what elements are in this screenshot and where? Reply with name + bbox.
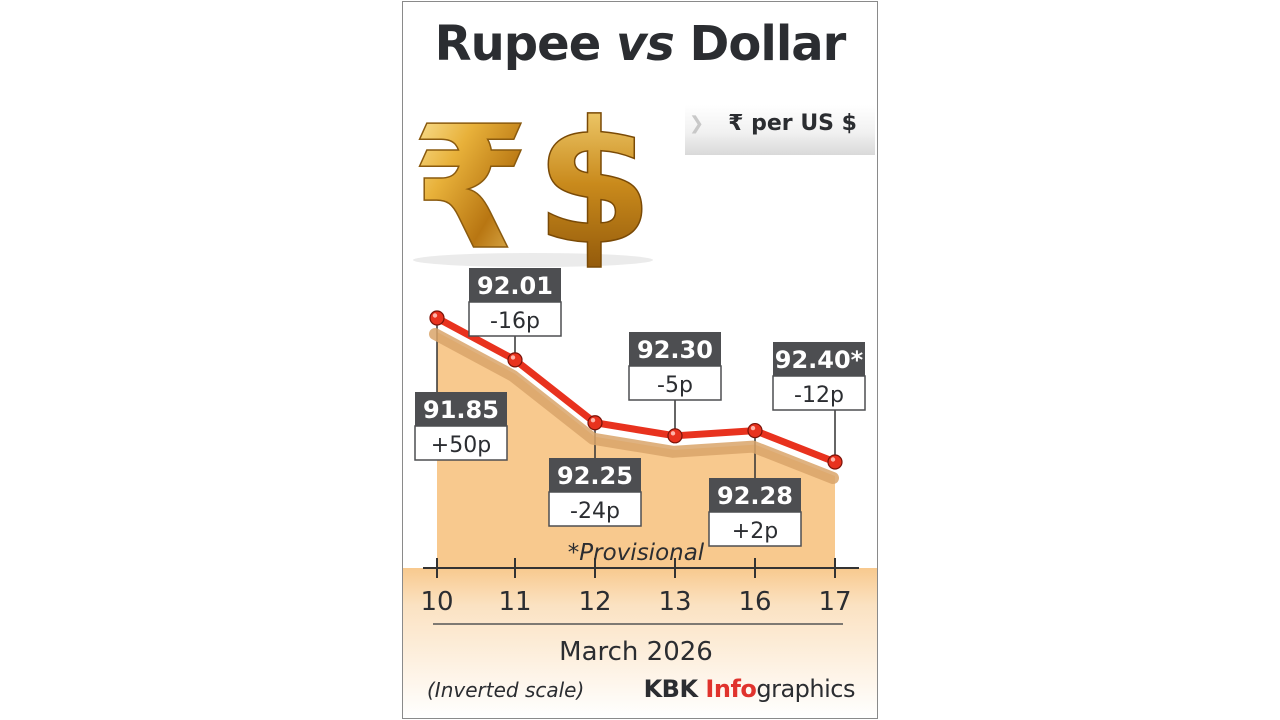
value-label: 92.28: [717, 482, 793, 510]
change-label: +2p: [732, 519, 778, 544]
value-label: 92.01: [477, 272, 553, 300]
change-label: -12p: [794, 383, 844, 408]
x-tick-label: 11: [498, 587, 531, 617]
provisional-note: *Provisional: [568, 540, 705, 566]
data-point-highlight: [830, 457, 836, 462]
svg-text:₹: ₹: [411, 90, 529, 272]
data-point-highlight: [670, 431, 676, 436]
data-point: [429, 310, 445, 326]
value-label: 92.30: [637, 336, 713, 364]
x-tick-label: 10: [420, 587, 453, 617]
data-point-highlight: [510, 355, 516, 360]
title-part-vs: vs: [615, 16, 675, 72]
change-label: +50p: [431, 433, 491, 458]
value-label-box: [773, 342, 865, 376]
value-label: 92.40*: [775, 346, 864, 374]
change-label-box: [772, 375, 866, 411]
change-label: -5p: [657, 373, 693, 398]
data-point: [587, 415, 603, 431]
title-part-rupee: Rupee: [434, 16, 616, 72]
value-label-box: [469, 268, 561, 302]
change-label-box: [628, 365, 722, 401]
chevron-right-icon: ❯: [689, 113, 705, 134]
change-label: -16p: [490, 309, 540, 334]
value-label: 91.85: [423, 396, 499, 424]
x-tick-label: 17: [818, 587, 851, 617]
axis-band: [403, 568, 877, 718]
inverted-scale-note: (Inverted scale): [427, 678, 585, 702]
data-point-highlight: [590, 418, 596, 423]
x-tick-label: 16: [738, 587, 771, 617]
change-label-box: [468, 301, 562, 337]
x-tick-label: 13: [658, 587, 691, 617]
brand-logo: KBK Infographics: [643, 675, 856, 703]
data-point-highlight: [750, 425, 756, 431]
value-label-box: [549, 458, 641, 492]
rupee-dollar-icon: ₹ $: [410, 84, 654, 272]
data-point: [747, 422, 763, 439]
data-point: [667, 428, 683, 444]
unit-label: ₹ per US $: [728, 111, 857, 136]
value-label: 92.25: [557, 462, 633, 490]
title-part-dollar: Dollar: [673, 16, 847, 72]
unit-banner: ❯ ₹ per US $: [685, 105, 875, 155]
chart-title: Rupee vs Dollar: [403, 16, 877, 72]
data-point: [507, 352, 523, 368]
line-shadow: [429, 328, 839, 484]
line-chart: 91.85 +50p 92.01 -16p 92.25 -24p 92.30 -5p 92.28…: [403, 268, 877, 718]
data-point: [827, 454, 843, 470]
infographic-card: Rupee vs Dollar ₹ $ ❯ ₹ per US $: [402, 1, 878, 719]
change-label-box: [708, 511, 802, 547]
x-tick-label: 12: [578, 587, 611, 617]
svg-text:$: $: [535, 85, 653, 272]
brand-graphics: graphics: [756, 675, 855, 703]
brand-kbk: KBK: [643, 675, 706, 703]
value-label-box: [709, 478, 801, 512]
value-label-box: [629, 332, 721, 366]
series-line: [433, 314, 839, 466]
change-label-box: [414, 425, 508, 461]
data-point-highlight: [432, 313, 438, 318]
change-label-box: [548, 491, 642, 527]
brand-info: Info: [705, 675, 757, 703]
change-label: -24p: [570, 499, 620, 524]
value-label-box: [415, 392, 507, 426]
x-axis-label: March 2026: [559, 637, 713, 667]
